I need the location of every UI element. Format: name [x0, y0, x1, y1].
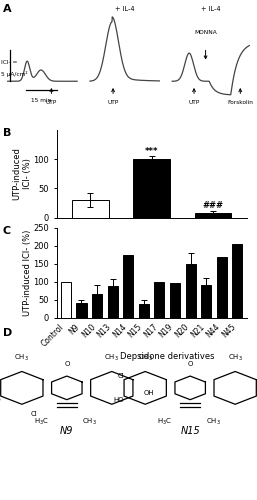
Text: H$_3$C: H$_3$C [34, 417, 49, 428]
Bar [133, 159, 170, 218]
Text: Depsidone derivatives: Depsidone derivatives [120, 352, 215, 360]
Text: CH$_3$: CH$_3$ [206, 417, 221, 428]
Text: ###: ### [203, 201, 224, 210]
Text: B: B [3, 128, 11, 138]
Text: N15: N15 [180, 426, 200, 436]
Y-axis label: UTP-induced
ICl- (%): UTP-induced ICl- (%) [12, 148, 32, 200]
Text: HO: HO [113, 396, 124, 402]
Text: D: D [3, 328, 12, 338]
Text: N9: N9 [60, 426, 74, 436]
Text: CH$_3$: CH$_3$ [82, 417, 97, 428]
Text: UTP: UTP [188, 100, 200, 105]
Bar [123, 254, 133, 318]
Text: UTP: UTP [46, 100, 57, 105]
Bar [61, 282, 71, 318]
Text: OH: OH [144, 390, 154, 396]
Text: MONNA: MONNA [58, 238, 90, 248]
Bar [108, 286, 118, 318]
Bar [92, 294, 102, 318]
Bar [201, 285, 211, 318]
Text: H$_3$C: H$_3$C [157, 417, 172, 428]
Bar [232, 244, 242, 318]
Text: IL-4: IL-4 [58, 228, 73, 237]
Text: ***: *** [145, 146, 158, 156]
Text: -: - [89, 228, 92, 237]
Text: C: C [3, 226, 11, 236]
Text: +: + [209, 238, 216, 248]
Text: Forskolin: Forskolin [227, 100, 253, 105]
Text: A: A [3, 4, 11, 14]
Text: 5 μA/cm²: 5 μA/cm² [1, 70, 28, 76]
Text: O: O [64, 362, 69, 368]
Bar [186, 264, 196, 318]
Text: Cl: Cl [31, 411, 38, 417]
Bar [139, 304, 149, 318]
Bar [195, 213, 231, 218]
Bar [170, 284, 180, 318]
Text: + IL-4: + IL-4 [115, 6, 134, 12]
Text: -: - [150, 238, 153, 248]
Text: HO: HO [0, 396, 1, 402]
Text: +: + [148, 228, 155, 237]
Bar [72, 200, 109, 218]
Text: CH$_3$: CH$_3$ [14, 352, 29, 363]
Text: Cl: Cl [0, 373, 1, 379]
Text: CH$_3$: CH$_3$ [228, 352, 243, 363]
Text: 15 min: 15 min [31, 98, 51, 102]
Y-axis label: UTP-induced ICl- (%): UTP-induced ICl- (%) [23, 230, 32, 316]
Bar [217, 258, 227, 318]
Text: CH$_3$: CH$_3$ [138, 352, 153, 363]
Text: UTP: UTP [107, 100, 119, 105]
Bar [76, 303, 87, 318]
Text: -: - [89, 238, 92, 248]
Bar [154, 282, 164, 318]
Text: Cl: Cl [117, 373, 124, 379]
Text: CH$_3$: CH$_3$ [104, 352, 119, 363]
Text: O: O [188, 362, 193, 368]
Text: MONNA: MONNA [194, 30, 217, 35]
Text: +: + [209, 228, 216, 237]
Text: ICl- =: ICl- = [1, 60, 18, 65]
Text: + IL-4: + IL-4 [201, 6, 221, 12]
